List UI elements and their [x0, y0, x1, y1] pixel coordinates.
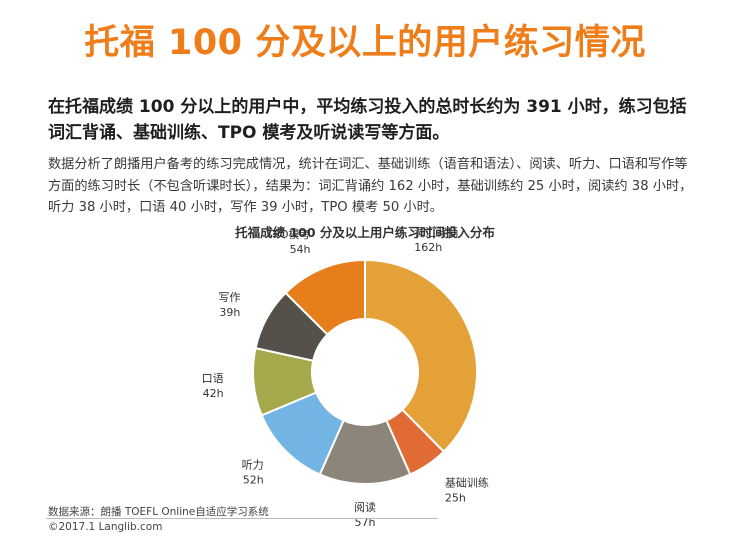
slice-category-label: 写作: [218, 291, 240, 304]
slice-value-label: 39h: [219, 306, 240, 319]
page-title: 托福 100 分及以上的用户练习情况: [84, 23, 646, 63]
data-source: 数据来源：朗播 TOEFL Online自适应学习系统: [48, 506, 269, 518]
donut-slice: [284, 258, 366, 337]
slice-label: 口语 42h: [202, 372, 224, 400]
slice-value-label: 54h: [290, 243, 311, 256]
slice-label: 词汇背诵 162h: [414, 225, 458, 254]
footer-divider: [46, 518, 438, 519]
slice-label: 阅读 57h: [354, 500, 376, 529]
slice-value-label: 57h: [355, 516, 376, 529]
slice-category-label: 口语: [202, 372, 224, 385]
slice-value-label: 42h: [203, 387, 224, 400]
chart-title: 托福成绩 100 分及以上用户练习时间投入分布: [235, 225, 495, 240]
slice-value-label: 52h: [243, 473, 264, 486]
donut-slice: [364, 258, 478, 454]
slice-value-label: 25h: [445, 491, 466, 504]
slice-label: 写作 39h: [218, 291, 240, 319]
slice-value-label: 162h: [414, 241, 442, 254]
slice-category-label: TPO模考: [266, 228, 311, 241]
slice-label: 听力 52h: [242, 458, 264, 486]
slice-label: 基础训练 25h: [445, 475, 489, 504]
slice-category-label: 阅读: [354, 500, 376, 514]
slice-category-label: 听力: [242, 458, 264, 471]
slice-category-label: 基础训练: [445, 475, 489, 489]
slice-label: TPO模考 54h: [266, 228, 311, 256]
slice-category-label: 词汇背诵: [414, 225, 458, 239]
page-subtitle: 在托福成绩 100 分以上的用户中，平均练习投入的总时长约为 391 小时，练习…: [48, 97, 687, 143]
copyright: ©2017.1 Langlib.com: [48, 521, 163, 533]
page-description: 数据分析了朗播用户备考的练习完成情况，统计在词汇、基础训练（语音和语法）、阅读、…: [48, 157, 693, 215]
